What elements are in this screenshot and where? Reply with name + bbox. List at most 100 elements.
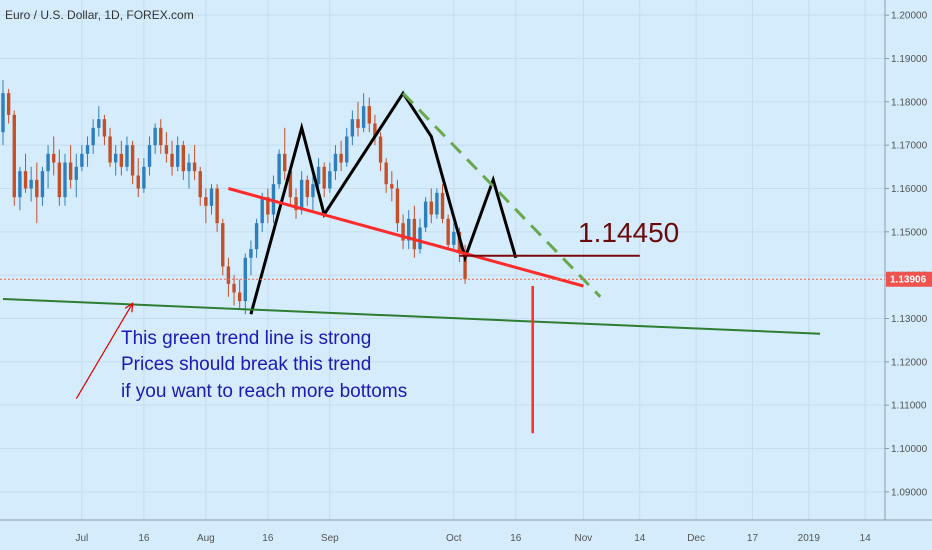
candle-body [283,153,287,172]
time-tick-label: 16 [262,533,274,544]
candle-body [23,171,28,189]
candle-body [237,292,242,302]
candle-body [395,188,400,224]
candle-body [46,153,50,172]
candle-body [187,162,191,172]
candle-body [333,153,338,172]
time-axis-panel [0,520,932,550]
annotation-line-3: if you want to reach more bottoms [121,381,407,402]
time-tick-label: 16 [138,533,150,544]
candle-body [204,197,208,206]
drawings [2,90,821,434]
candle-body [339,153,343,163]
candle-body [35,179,39,198]
price-tick-label: 1.12000 [891,357,928,368]
candle-body [170,153,174,167]
candle-body [446,218,450,245]
time-axis[interactable]: Jul 16 Aug 16 Sep Oct 16 Nov 14 Dec 17 2019 14 [75,533,871,544]
candle-body [418,227,422,250]
candle-body [130,145,135,176]
candle-body [91,127,95,146]
candle-body [198,171,202,198]
current-price-badge [886,271,932,287]
candle-body [192,162,197,172]
current-price-label: 1.13906 [890,275,927,286]
candle-body [102,119,107,137]
candle-body [452,231,456,245]
annotation-line-1: This green trend line is strong [121,328,371,349]
candle-body [407,218,411,241]
price-tick-label: 1.15000 [891,227,928,238]
candle-body [114,153,118,163]
candle-body [97,119,101,128]
candle-body [175,145,180,167]
candle-body [305,179,309,198]
candle-body [423,201,428,228]
candle-body [164,145,169,154]
time-tick-label: 16 [510,533,522,544]
time-tick-label: Oct [446,533,462,544]
time-tick-label: Nov [575,533,593,544]
candle-body [260,197,264,224]
candle-body [249,249,253,258]
candle-body [40,171,45,198]
candle-body [322,166,326,189]
candle-body [288,171,293,198]
candle-body [136,175,140,189]
candle-body [125,145,129,167]
time-tick-label: 17 [747,533,759,544]
price-tick-label: 1.16000 [891,184,928,195]
time-tick-label: 2019 [798,533,821,544]
candle-body [254,223,259,250]
price-tick-label: 1.09000 [891,487,928,498]
price-tick-label: 1.13000 [891,314,928,325]
black-zigzag-pattern [249,90,518,315]
candle-body [294,197,298,211]
red-neckline [228,187,584,288]
time-tick-label: Jul [75,533,88,544]
price-tick-label: 1.19000 [891,54,928,65]
candle-body [367,106,371,124]
candle-body [316,166,321,185]
candle-body [311,184,315,198]
candle-body [221,223,225,267]
candle-body [29,179,33,189]
candle-body [266,197,270,215]
candle-body [440,192,445,219]
candle-body [181,145,186,172]
candle-body [350,119,355,137]
price-tick-label: 1.17000 [891,141,928,152]
dark-green-support [2,298,821,335]
grid [0,0,885,520]
candle-body [373,123,377,137]
candle-body [18,171,22,198]
candle-body [345,136,349,163]
time-tick-label: Aug [197,533,215,544]
candle-body [226,266,231,284]
candle-body [435,192,439,215]
price-tick-label: 1.20000 [891,11,928,22]
candle-body [378,136,383,163]
candle-body [147,145,152,167]
time-tick-label: 14 [634,533,646,544]
candle-body [6,93,11,115]
candle-body [119,153,124,167]
candle-body [108,136,112,163]
candle-body [12,114,16,198]
time-tick-label: Dec [687,533,705,544]
candle-body [390,184,394,189]
chart-title: Euro / U.S. Dollar, 1D, FOREX.com [5,8,194,22]
price-tick-label: 1.18000 [891,97,928,108]
candle-body [401,223,405,241]
candle-body [159,127,163,146]
price-tick-label: 1.11000 [891,401,927,412]
time-tick-label: 14 [860,533,872,544]
candle-body [52,153,56,163]
time-tick-label: Sep [321,533,339,544]
candle-body [153,127,157,146]
candle-body [384,162,388,185]
candles [1,80,467,315]
candle-body [209,188,214,206]
candle-body [299,179,304,211]
